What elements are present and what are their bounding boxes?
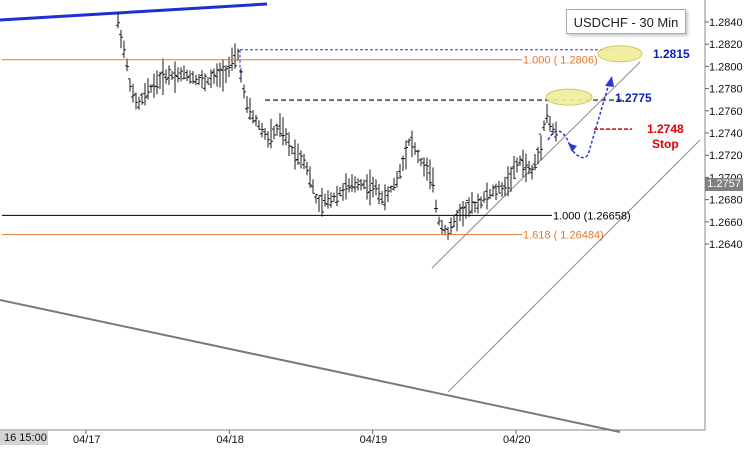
start-time-label: 16 15:00 xyxy=(0,431,48,445)
upper-blue-trendline xyxy=(0,2,268,22)
fib-label: 1.000 ( 1.2806) xyxy=(523,55,598,67)
y-tick-label: 1.2660 xyxy=(709,217,743,229)
y-tick-label: 1.2800 xyxy=(709,61,743,73)
projected-path-arrowhead xyxy=(605,76,614,87)
lower-channel-trendline xyxy=(0,299,621,433)
y-tick-label: 1.2680 xyxy=(709,195,743,207)
projected-path xyxy=(547,79,611,159)
stop-text-label: Stop xyxy=(652,137,679,151)
y-tick-label: 1.2820 xyxy=(709,39,743,51)
x-tick-label: 04/17 xyxy=(73,434,101,446)
candles-layer xyxy=(116,12,558,240)
target-2-highlight xyxy=(545,88,593,106)
x-tick-label: 04/18 xyxy=(216,434,244,446)
fib-label: 1.000 (1.26658) xyxy=(553,210,631,222)
last-price-tag: 1.2757 xyxy=(705,178,743,191)
x-tick-label: 04/20 xyxy=(503,434,531,446)
target-2-label: 1.2775 xyxy=(615,91,652,105)
x-tick-label: 04/19 xyxy=(360,434,388,446)
fib-label: 1.618 ( 1.26484) xyxy=(523,230,604,242)
trendline-layer xyxy=(0,2,701,433)
y-axis: 1.2840 1.2820 1.2800 1.2780 1.2760 1.2740 1.27… xyxy=(705,17,743,251)
y-tick-label: 1.2640 xyxy=(709,239,743,251)
target-1-label: 1.2815 xyxy=(653,47,690,61)
y-tick-label: 1.2840 xyxy=(709,17,743,29)
x-axis: 04/17 04/18 04/19 04/20 xyxy=(73,430,531,446)
y-tick-label: 1.2740 xyxy=(709,128,743,140)
y-tick-label: 1.2720 xyxy=(709,150,743,162)
fibonacci-layer: 1.000 ( 1.2806) 1.000 (1.26658) 1.618 ( 1.… xyxy=(2,55,631,242)
y-tick-label: 1.2780 xyxy=(709,84,743,96)
lower-rising-channel-line xyxy=(447,139,701,393)
upper-rising-channel-line xyxy=(431,61,641,269)
projected-path-arrow xyxy=(568,143,577,152)
target-1-highlight xyxy=(597,45,643,63)
symbol-timeframe-label: USDCHF - 30 Min xyxy=(566,9,686,34)
y-tick-label: 1.2760 xyxy=(709,106,743,118)
stop-price-label: 1.2748 xyxy=(647,122,684,136)
